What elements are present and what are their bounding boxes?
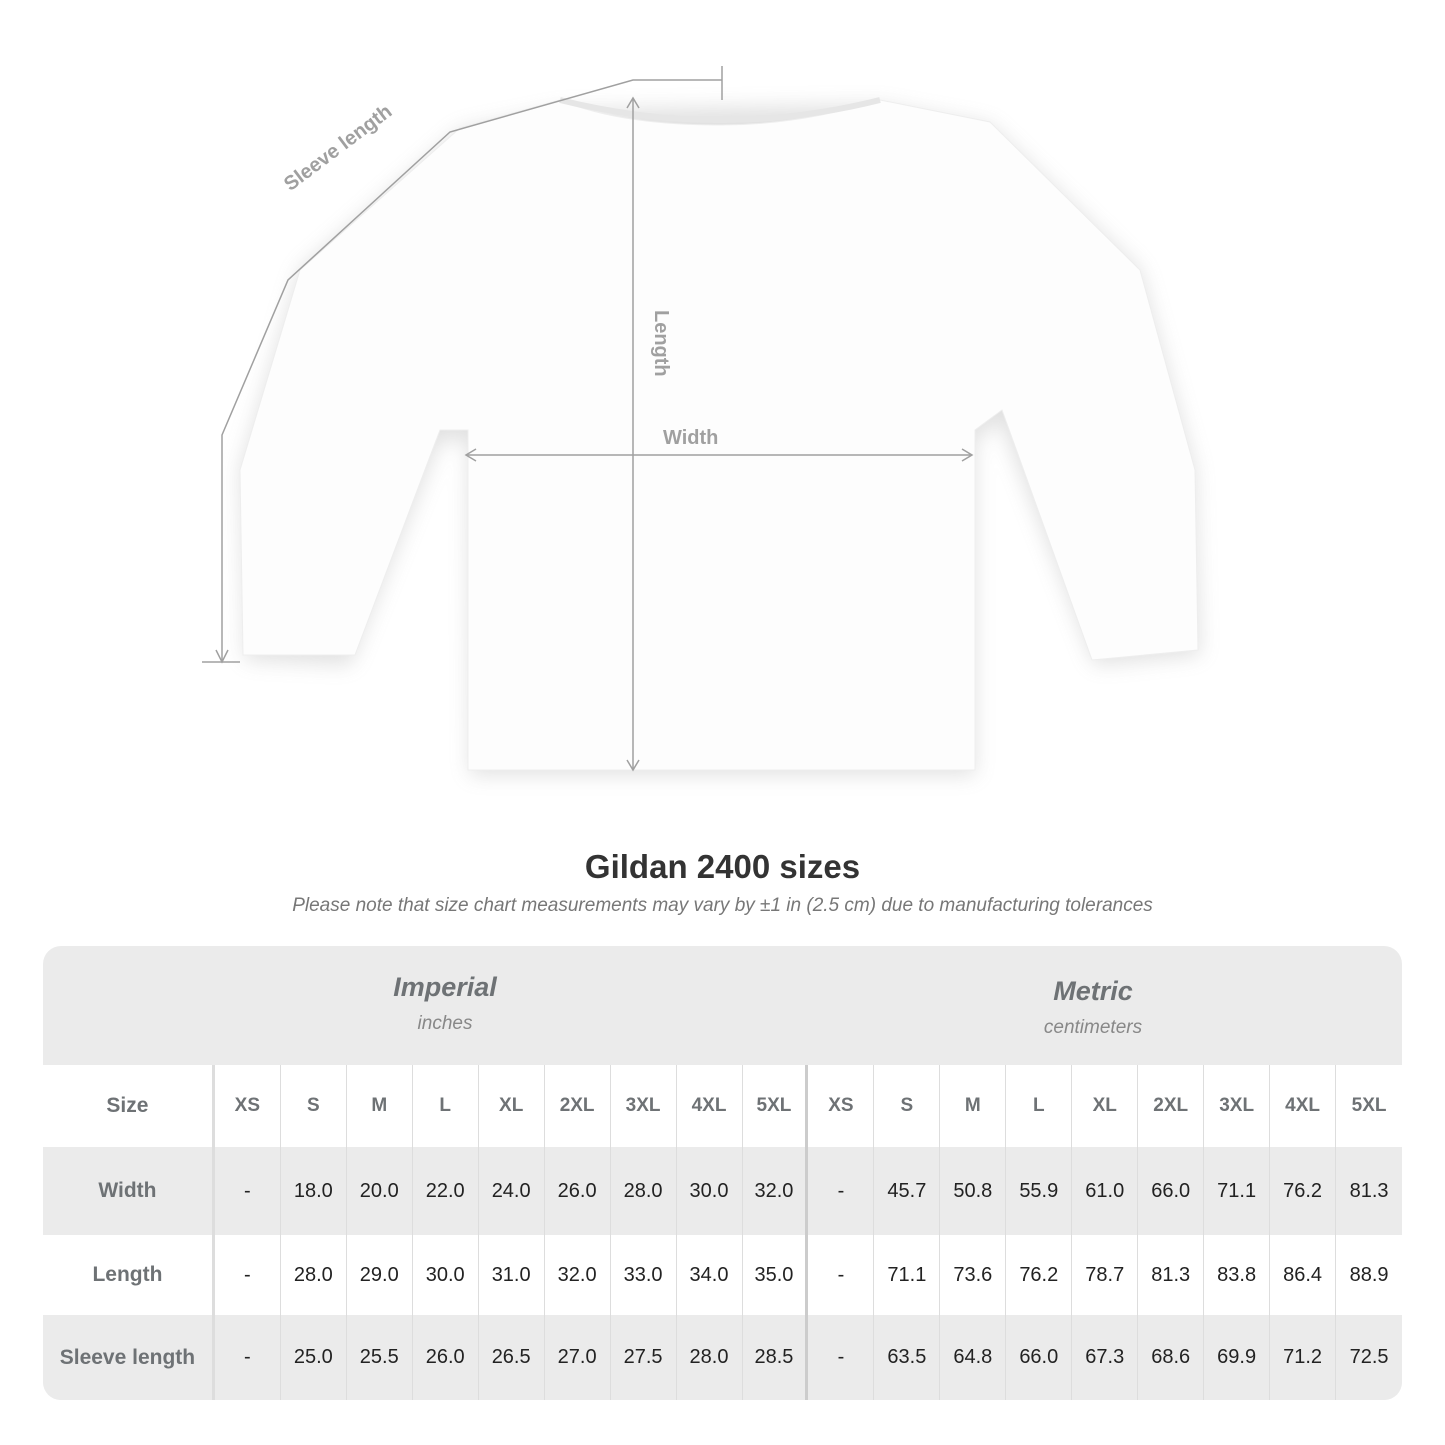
table-cell: 27.0 [545,1315,611,1400]
table-cell: 26.5 [479,1315,545,1400]
table-cell: 26.0 [545,1147,611,1235]
table-cell: 72.5 [1349,1346,1389,1368]
length-label: Length [650,310,672,377]
table-cell: 71.2 [1270,1315,1337,1400]
table-cell: 63.5 [874,1315,941,1400]
table-cell: XL [479,1065,545,1147]
width-label: Width [663,427,719,449]
table-cell: 28.0 [281,1235,347,1315]
table-cell: 20.0 [347,1147,413,1235]
table-cell: 4XL [1270,1065,1337,1147]
table-cell: 33.0 [611,1235,677,1315]
measurement-lines [202,66,974,772]
table-cell: 26.0 [413,1315,479,1400]
table-cell: 30.0 [677,1147,743,1235]
sleeve-length-line [221,79,722,660]
table-cell: S [281,1065,347,1147]
table-cell: 32.0 [743,1147,809,1235]
table-cell: 78.7 [1072,1235,1139,1315]
table-cell: 73.6 [940,1235,1007,1315]
table-cell: M [347,1065,413,1147]
table-cell: 66.0 [1006,1315,1073,1400]
table-cell: 67.3 [1072,1315,1139,1400]
table-cell: - [808,1147,875,1235]
table-cell: 25.5 [347,1315,413,1400]
table-cell: 2XL [1138,1065,1205,1147]
metric-header: Metric centimeters [863,976,1323,1039]
table-cell: 2XL [545,1065,611,1147]
table-row: Width -18.0 20.0 22.0 24.0 26.0 28.0 30.0 32.0-4… [43,1147,1402,1235]
table-cell: 25.0 [281,1315,347,1400]
table-cell: 81.3 [1349,1179,1389,1202]
table-cell: 50.8 [940,1147,1007,1235]
table-cell: 29.0 [347,1235,413,1315]
table-cell: 5XL [743,1065,809,1147]
table-cell: - [215,1147,281,1235]
table-cell: - [215,1315,281,1400]
imperial-unit: inches [417,1013,473,1034]
metric-unit: centimeters [1043,1017,1143,1038]
metric-title: Metric [1053,976,1133,1006]
table-cell: 69.9 [1204,1315,1271,1400]
table-cell: 64.8 [940,1315,1007,1400]
table-cell: 86.4 [1270,1235,1337,1315]
table-cell: L [1006,1065,1073,1147]
table-cell: 83.8 [1204,1235,1271,1315]
size-header-row: Size XS S M L XL 2XL 3XL 4XL 5XL XS S M L XL 2XL 3XL 4XL 5… [43,1065,1402,1147]
row-label: Width [43,1147,215,1235]
table-row: Length -28.0 29.0 30.0 31.0 32.0 33.0 34.0 35.0-… [43,1235,1402,1315]
table-cell: 30.0 [413,1235,479,1315]
table-cell: 28.5 [743,1315,809,1400]
table-cell: 34.0 [677,1235,743,1315]
table-cell: 27.5 [611,1315,677,1400]
row-label: Length [43,1235,215,1315]
table-cell: 18.0 [281,1147,347,1235]
table-cell: 32.0 [545,1235,611,1315]
table-cell: 3XL [1204,1065,1271,1147]
table-row: Sleeve length -25.0 25.5 26.0 26.5 27.0 27.5 28… [43,1315,1402,1400]
table-cell: XS [215,1065,281,1147]
table-cell: - [808,1315,875,1400]
table-cell: M [940,1065,1007,1147]
table-cell: L [413,1065,479,1147]
shirt-body [239,99,1199,771]
table-cell: 68.6 [1138,1315,1205,1400]
table-cell: 55.9 [1006,1147,1073,1235]
table-cell: 28.0 [611,1147,677,1235]
shirt-diagram [202,66,1200,775]
tolerance-note: Please note that size chart measurements… [292,895,1153,916]
table-cell: 76.2 [1006,1235,1073,1315]
row-label: Sleeve length [43,1315,215,1400]
table-cell: 88.9 [1349,1263,1389,1286]
shirt-collar [559,97,881,123]
table-cell: 3XL [611,1065,677,1147]
table-cell: 31.0 [479,1235,545,1315]
imperial-header: Imperial inches [215,972,675,1035]
page-title: Gildan 2400 sizes [584,848,861,885]
table-cell: 24.0 [479,1147,545,1235]
table-cell: 81.3 [1138,1235,1205,1315]
table-cell: - [215,1235,281,1315]
table-cell: 45.7 [874,1147,941,1235]
size-table: Imperial inches Metric centimeters Size X… [43,946,1402,1400]
table-cell: 61.0 [1072,1147,1139,1235]
table-cell: 71.1 [1204,1147,1271,1235]
table-cell: XS [808,1065,875,1147]
table-cell: 4XL [677,1065,743,1147]
table-cell: 28.0 [677,1315,743,1400]
table-cell: XL [1072,1065,1139,1147]
table-cell: 71.1 [874,1235,941,1315]
table-cell: 5XL [1351,1095,1387,1116]
table-cell: 76.2 [1270,1147,1337,1235]
row-label: Size [43,1065,215,1147]
table-cell: - [808,1235,875,1315]
table-cell: 66.0 [1138,1147,1205,1235]
table-cell: 22.0 [413,1147,479,1235]
table-cell: S [874,1065,941,1147]
table-cell: 35.0 [743,1235,809,1315]
imperial-title: Imperial [393,972,497,1002]
